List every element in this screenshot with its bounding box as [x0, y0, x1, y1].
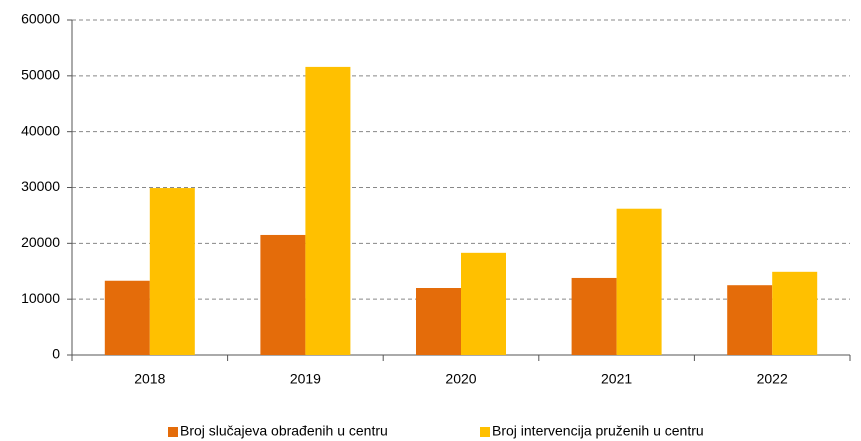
x-tick-label: 2022 [757, 371, 788, 387]
x-tick-label: 2021 [601, 371, 632, 387]
y-tick-label: 0 [52, 346, 60, 362]
y-tick-label: 50000 [21, 67, 60, 83]
bar [461, 252, 506, 355]
y-tick-label: 40000 [21, 122, 60, 138]
bar [416, 288, 461, 355]
x-tick-label: 2020 [445, 371, 476, 387]
bar [571, 277, 617, 355]
bar [727, 285, 773, 355]
y-tick-label: 60000 [21, 11, 60, 27]
x-tick-label: 2018 [134, 371, 165, 387]
bar [305, 66, 351, 356]
bar [260, 234, 306, 355]
bar [104, 280, 150, 355]
bar [772, 271, 818, 355]
x-tick-label: 2019 [290, 371, 321, 387]
y-tick-label: 30000 [21, 178, 60, 194]
legend-label: Broj slučajeva obrađenih u centru [180, 423, 388, 439]
y-tick-label: 10000 [21, 290, 60, 306]
bar [616, 208, 662, 355]
legend-swatch [480, 427, 490, 437]
y-tick-label: 20000 [21, 234, 60, 250]
bar [149, 188, 195, 355]
legend-label: Broj intervencija pruženih u centru [492, 423, 704, 439]
legend-swatch [168, 427, 178, 437]
